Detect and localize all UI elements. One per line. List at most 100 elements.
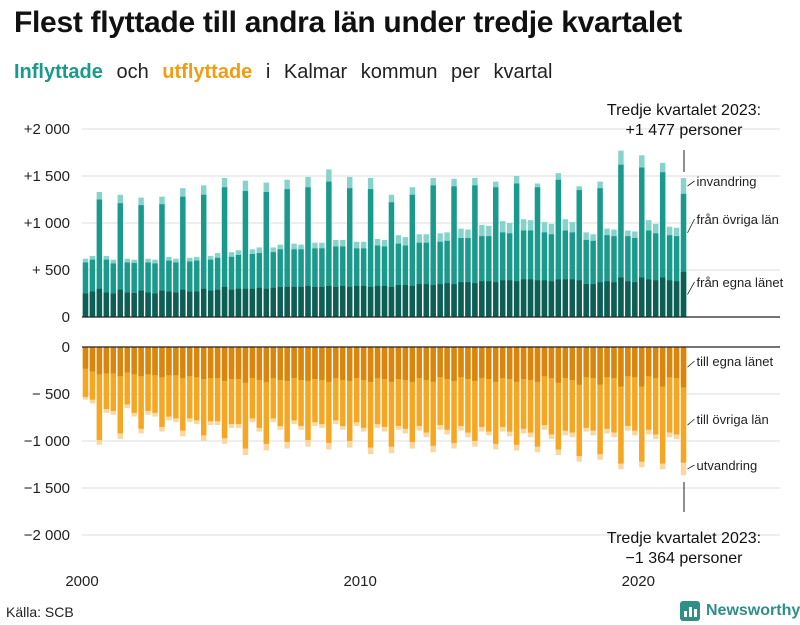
- bar-till-ovriga-lan: [131, 347, 137, 413]
- bar-fran-ovriga-lan: [249, 254, 256, 317]
- bar-fran-ovriga-lan: [166, 260, 172, 317]
- bar-till-ovriga-lan: [360, 347, 367, 428]
- bar-till-ovriga-lan: [625, 347, 631, 426]
- bar-till-egna-lanet: [534, 347, 541, 382]
- bar-fran-egna-lanet: [555, 279, 562, 317]
- bar-fran-ovriga-lan: [291, 249, 297, 317]
- bar-till-ovriga-lan: [228, 347, 235, 425]
- y-tick-label: −2 000: [24, 527, 70, 544]
- series-labels: invandring från övriga län från egna länet…: [687, 174, 784, 473]
- bar-till-ovriga-lan: [527, 347, 534, 433]
- bar-till-egna-lanet: [228, 347, 235, 379]
- bar-till-egna-lanet: [402, 347, 409, 380]
- bar-fran-ovriga-lan: [228, 256, 235, 317]
- bar-till-egna-lanet: [604, 347, 610, 378]
- bar-till-egna-lanet: [319, 347, 325, 380]
- bar-fran-ovriga-lan: [353, 248, 360, 317]
- bar-till-egna-lanet: [639, 347, 645, 387]
- bar-fran-egna-lanet: [520, 279, 527, 317]
- bar-till-egna-lanet: [597, 347, 603, 385]
- bar-fran-egna-lanet: [659, 277, 666, 317]
- x-tick-label: 2010: [343, 573, 376, 590]
- bar-till-egna-lanet: [618, 347, 624, 387]
- bar-till-egna-lanet: [298, 347, 304, 380]
- bar-fran-ovriga-lan: [458, 238, 464, 317]
- bar-fran-ovriga-lan: [388, 202, 395, 317]
- bar-fran-ovriga-lan: [444, 240, 450, 317]
- bar-till-egna-lanet: [242, 347, 249, 383]
- bar-till-ovriga-lan: [367, 347, 374, 448]
- bar-fran-egna-lanet: [284, 286, 290, 317]
- bar-till-ovriga-lan: [353, 347, 360, 423]
- bar-fran-egna-lanet: [340, 285, 346, 317]
- bar-fran-ovriga-lan: [374, 245, 381, 317]
- bar-till-egna-lanet: [270, 347, 276, 379]
- bar-fran-egna-lanet: [604, 281, 610, 317]
- bar-till-ovriga-lan: [103, 347, 110, 410]
- bar-fran-ovriga-lan: [534, 187, 541, 317]
- bar-till-egna-lanet: [89, 347, 96, 372]
- bar-fran-egna-lanet: [326, 285, 332, 317]
- bar-till-ovriga-lan: [221, 347, 228, 439]
- bar-fran-egna-lanet: [277, 286, 283, 317]
- y-tick-label: +1 500: [24, 168, 70, 185]
- bar-fran-egna-lanet: [159, 290, 165, 317]
- newsworthy-icon: [680, 601, 700, 621]
- bar-fran-egna-lanet: [221, 286, 228, 317]
- bar-fran-ovriga-lan: [333, 246, 339, 317]
- bar-fran-egna-lanet: [402, 285, 409, 317]
- bar-till-egna-lanet: [131, 347, 137, 375]
- bar-fran-ovriga-lan: [270, 252, 276, 317]
- label-leader-line: [687, 218, 695, 234]
- bar-fran-ovriga-lan: [214, 257, 221, 317]
- bar-fran-egna-lanet: [138, 290, 144, 317]
- bar-fran-ovriga-lan: [451, 186, 457, 317]
- series-label: invandring: [697, 174, 757, 189]
- bar-fran-ovriga-lan: [597, 188, 603, 317]
- subtitle-word: Kalmar: [283, 61, 348, 83]
- bar-till-ovriga-lan: [437, 347, 443, 426]
- bar-till-ovriga-lan: [409, 347, 416, 442]
- bar-till-egna-lanet: [82, 347, 89, 369]
- bar-fran-ovriga-lan: [347, 188, 353, 317]
- bar-fran-egna-lanet: [423, 284, 429, 317]
- bar-fran-ovriga-lan: [381, 246, 388, 317]
- y-tick-label: − 500: [32, 386, 70, 403]
- bar-fran-ovriga-lan: [590, 240, 596, 317]
- bar-till-ovriga-lan: [173, 347, 179, 419]
- bar-fran-egna-lanet: [256, 287, 263, 317]
- bar-fran-ovriga-lan: [360, 248, 367, 317]
- bar-fran-ovriga-lan: [493, 187, 499, 317]
- bar-till-ovriga-lan: [451, 347, 457, 443]
- bar-fran-egna-lanet: [194, 291, 200, 317]
- bar-fran-ovriga-lan: [221, 187, 228, 317]
- bar-fran-ovriga-lan: [82, 262, 89, 317]
- bar-fran-egna-lanet: [611, 282, 617, 317]
- bar-fran-egna-lanet: [444, 283, 450, 317]
- annotation-in-line2: +1 477 personer: [626, 122, 744, 139]
- bar-fran-egna-lanet: [486, 281, 492, 317]
- bar-till-ovriga-lan: [270, 347, 276, 419]
- bar-fran-egna-lanet: [124, 292, 130, 317]
- bar-fran-egna-lanet: [298, 286, 304, 317]
- bar-till-ovriga-lan: [423, 347, 429, 433]
- y-tick-label: 0: [62, 339, 70, 356]
- subtitle-word: kommun: [360, 61, 438, 83]
- bar-fran-egna-lanet: [639, 277, 645, 317]
- label-leader-line: [687, 281, 695, 295]
- bar-fran-egna-lanet: [458, 282, 464, 317]
- subtitle-word: i: [265, 61, 271, 83]
- bar-fran-egna-lanet: [207, 290, 214, 317]
- bar-fran-ovriga-lan: [486, 236, 492, 317]
- bar-fran-egna-lanet: [541, 280, 548, 317]
- bar-till-egna-lanet: [409, 347, 416, 382]
- bar-fran-ovriga-lan: [673, 236, 680, 317]
- bar-till-egna-lanet: [347, 347, 353, 381]
- bar-till-egna-lanet: [444, 347, 450, 379]
- bar-till-ovriga-lan: [506, 347, 513, 432]
- bar-till-ovriga-lan: [673, 347, 680, 435]
- bar-fran-egna-lanet: [235, 288, 242, 317]
- bar-fran-ovriga-lan: [632, 238, 638, 317]
- bar-till-ovriga-lan: [583, 347, 589, 428]
- bar-till-egna-lanet: [423, 347, 429, 380]
